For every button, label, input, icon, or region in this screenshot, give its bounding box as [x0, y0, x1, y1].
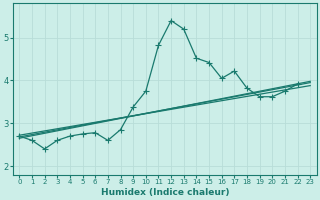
X-axis label: Humidex (Indice chaleur): Humidex (Indice chaleur)	[100, 188, 229, 197]
